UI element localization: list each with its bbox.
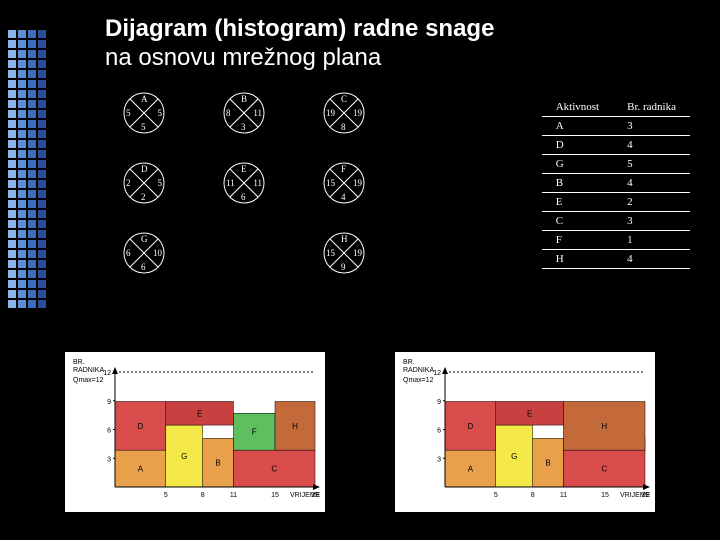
table-row: C3 (542, 212, 690, 231)
svg-text:12: 12 (433, 370, 441, 377)
node-D: D 2 5 2 (123, 162, 165, 204)
svg-text:6: 6 (107, 428, 111, 435)
svg-text:C: C (271, 465, 277, 474)
svg-text:6: 6 (437, 428, 441, 435)
svg-text:8: 8 (201, 492, 205, 499)
table-row: F1 (542, 231, 690, 250)
svg-text:15: 15 (601, 492, 609, 499)
node-C: C 19 19 8 (323, 92, 365, 134)
svg-text:H: H (292, 422, 298, 431)
svg-text:C: C (601, 465, 607, 474)
svg-text:Qmax=12: Qmax=12 (403, 377, 434, 384)
svg-text:RADNIKA: RADNIKA (403, 367, 434, 374)
table-row: D4 (542, 136, 690, 155)
svg-text:9: 9 (107, 399, 111, 406)
svg-text:G: G (511, 452, 517, 461)
page-title: Dijagram (histogram) radne snage na osno… (105, 15, 494, 73)
svg-text:A: A (468, 465, 474, 474)
node-B: B 8 11 3 (223, 92, 265, 134)
svg-text:D: D (137, 422, 143, 431)
svg-text:5: 5 (164, 492, 168, 499)
node-F: F 15 19 4 (323, 162, 365, 204)
svg-text:G: G (181, 452, 187, 461)
table-row: E2 (542, 193, 690, 212)
svg-text:3: 3 (437, 456, 441, 463)
svg-text:Qmax=12: Qmax=12 (73, 377, 104, 384)
table-row: H4 (542, 250, 690, 269)
svg-text:11: 11 (560, 492, 567, 499)
svg-text:3: 3 (107, 456, 111, 463)
svg-text:F: F (252, 428, 257, 437)
decorative-bullets (8, 30, 46, 310)
svg-text:12: 12 (103, 370, 111, 377)
svg-text:5: 5 (494, 492, 498, 499)
histogram-left: ADGBECFH3691258111519BR.RADNIKAQmax=12VR… (65, 352, 325, 512)
table-row: A3 (542, 117, 690, 136)
title-line1: Dijagram (histogram) radne snage (105, 15, 494, 44)
svg-text:E: E (527, 409, 532, 418)
table-row: B4 (542, 174, 690, 193)
svg-text:BR.: BR. (73, 359, 85, 366)
svg-text:11: 11 (230, 492, 237, 499)
svg-text:VRIJEME: VRIJEME (290, 492, 321, 499)
svg-text:VRIJEME: VRIJEME (620, 492, 651, 499)
node-E: E 11 11 6 (223, 162, 265, 204)
activity-table: AktivnostBr. radnika A3D4G5B4E2C3F1H4 (542, 98, 690, 269)
svg-text:A: A (138, 465, 144, 474)
node-H: H 15 19 9 (323, 232, 365, 274)
svg-text:H: H (601, 422, 607, 431)
svg-text:B: B (215, 459, 220, 468)
svg-text:8: 8 (531, 492, 535, 499)
svg-text:15: 15 (271, 492, 279, 499)
node-G: G 6 10 6 (123, 232, 165, 274)
svg-text:E: E (197, 409, 202, 418)
svg-text:D: D (467, 422, 473, 431)
node-A: A 5 5 5 (123, 92, 165, 134)
svg-text:B: B (545, 459, 550, 468)
histogram-right: ADGBECFH3691258111519BR.RADNIKAQmax=12VR… (395, 352, 655, 512)
table-row: G5 (542, 155, 690, 174)
svg-text:BR.: BR. (403, 359, 415, 366)
svg-text:9: 9 (437, 399, 441, 406)
svg-text:RADNIKA: RADNIKA (73, 367, 104, 374)
title-line2: na osnovu mrežnog plana (105, 44, 494, 73)
